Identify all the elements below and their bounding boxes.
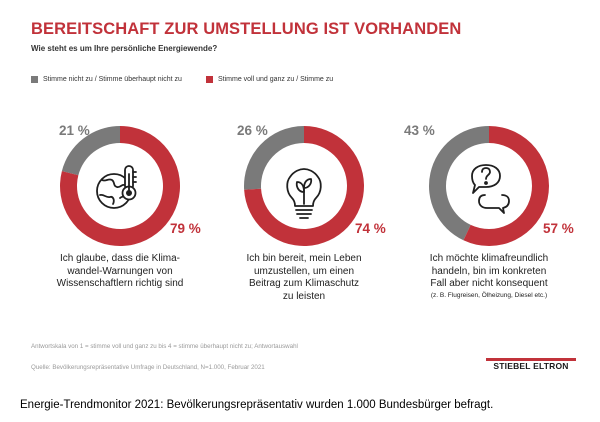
logo-text: STIEBEL ELTRON <box>493 361 569 371</box>
statement-line: zu leisten <box>282 290 326 302</box>
donut-1-disagree-label: 21 % <box>59 123 90 138</box>
donut-chart-2 <box>244 126 365 246</box>
statement-line: Ich glaube, dass die Klima- <box>59 253 181 264</box>
donut-chart-3 <box>428 126 549 246</box>
logo-bar <box>486 358 576 361</box>
donut-3-disagree-label: 43 % <box>404 123 435 138</box>
chart-subtitle: Wie steht es um Ihre persönliche Energie… <box>31 44 218 53</box>
statement-line: wandel-Warnungen von <box>67 265 173 277</box>
donut-3-disagree-slice <box>428 126 489 241</box>
footnote: Antwortskala von 1 = stimme voll und gan… <box>31 343 298 350</box>
donut-2-disagree-label: 26 % <box>237 123 268 138</box>
speech-bubbles-question-icon <box>471 164 510 214</box>
legend-item-agree: Stimme voll und ganz zu / Stimme zu <box>206 76 333 83</box>
brand-logo: STIEBEL ELTRON <box>486 358 576 371</box>
statement-line: Fall aber nicht konsequent <box>430 278 548 289</box>
donut-1-statement: Ich glaube, dass die Klima- wandel-Warnu… <box>30 253 210 291</box>
chart-title: BEREITSCHAFT ZUR UMSTELLUNG IST VORHANDE… <box>31 20 462 38</box>
donut-3-agree-slice <box>463 126 549 246</box>
statement-line: Ich möchte klimafreundlich <box>429 253 549 264</box>
donut-1-disagree-slice <box>61 126 120 176</box>
legend-swatch-disagree <box>31 76 38 83</box>
donut-2-agree-label: 74 % <box>355 221 386 236</box>
statement-line: Wissenschaftlern richtig sind <box>56 278 184 289</box>
statement-line: Ich bin bereit, mein Leben <box>246 253 362 264</box>
legend-label-agree: Stimme voll und ganz zu / Stimme zu <box>218 76 334 83</box>
donut-1-agree-label: 79 % <box>170 221 201 236</box>
lightbulb-leaf-icon <box>286 168 322 219</box>
donut-2-disagree-slice <box>244 126 304 190</box>
image-caption: Energie-Trendmonitor 2021: Bevölkerungsr… <box>20 399 494 411</box>
donut-2-statement: Ich bin bereit, mein Leben umzustellen, … <box>214 253 394 303</box>
source-note: Quelle: Bevölkerungsrepräsentative Umfra… <box>31 364 265 371</box>
donut-3-agree-label: 57 % <box>543 221 574 236</box>
legend-item-disagree: Stimme nicht zu / Stimme überhaupt nicht… <box>31 76 182 83</box>
statement-line: Beitrag zum Klimaschutz <box>248 278 360 289</box>
statement-line: handeln, bin im konkreten <box>431 265 547 277</box>
statement-line: umzustellen, um einen <box>253 265 355 277</box>
infographic: BEREITSCHAFT ZUR UMSTELLUNG IST VORHANDE… <box>30 20 579 371</box>
statement-note: (z. B. Flugreisen, Ölheizung, Diesel etc… <box>430 291 548 299</box>
legend-swatch-agree <box>206 76 213 83</box>
donut-chart-1 <box>60 126 181 246</box>
legend-label-disagree: Stimme nicht zu / Stimme überhaupt nicht… <box>43 76 182 83</box>
globe-thermometer-icon <box>96 165 137 209</box>
donut-3-statement: Ich möchte klimafreundlich handeln, bin … <box>399 253 579 301</box>
